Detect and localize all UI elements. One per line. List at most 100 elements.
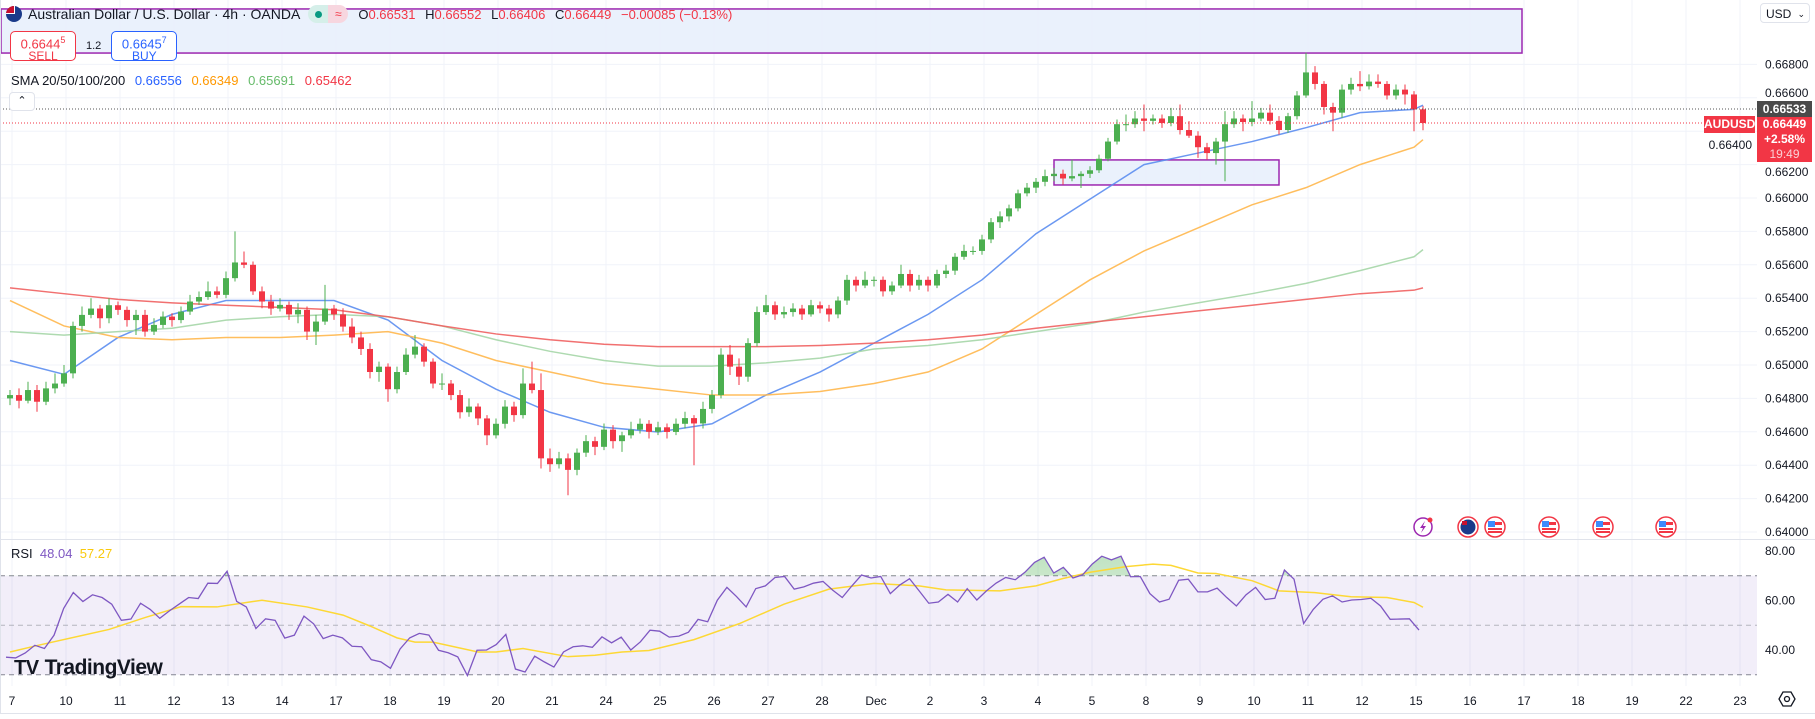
x-tick-label: 8 <box>1143 694 1150 708</box>
candle-body <box>367 348 373 373</box>
candle-body <box>889 285 895 292</box>
high-value: 0.66552 <box>434 6 482 22</box>
candle-body <box>403 354 409 373</box>
x-tick-label: 13 <box>221 694 235 708</box>
candle <box>376 361 382 382</box>
y-tick-label: 0.66400 <box>1709 138 1753 152</box>
sma-lines <box>9 104 1424 433</box>
candle-body <box>142 314 148 332</box>
candle-body <box>763 305 769 313</box>
event-markers[interactable] <box>1413 516 1677 538</box>
market-status[interactable]: ≈ <box>308 5 349 23</box>
rectangle-drawings[interactable] <box>0 8 1523 186</box>
candle-body <box>916 279 922 286</box>
candle <box>106 298 112 324</box>
candle-body <box>1393 89 1399 96</box>
candle-body <box>610 429 616 442</box>
candle-body <box>7 395 13 399</box>
chevron-up-icon: ⌃ <box>17 95 27 107</box>
approx-wave-icon: ≈ <box>328 5 349 23</box>
candle <box>1015 189 1021 212</box>
candle <box>601 423 607 451</box>
symbol-title[interactable]: Australian Dollar / U.S. Dollar <box>28 6 211 22</box>
candle <box>7 390 13 406</box>
candle-body <box>1006 208 1012 217</box>
rsi-legend[interactable]: RSI 48.04 57.27 <box>11 546 112 561</box>
candle <box>1105 137 1111 162</box>
candle-body <box>295 309 301 315</box>
candle <box>727 344 733 376</box>
candle-body <box>1096 158 1102 171</box>
candle <box>1060 169 1066 185</box>
candle <box>1321 81 1327 115</box>
candle <box>565 453 571 496</box>
candle <box>196 291 202 305</box>
x-tick-label: 11 <box>1302 694 1315 708</box>
candle-body <box>1069 176 1075 179</box>
us-flag-icon[interactable] <box>1538 516 1560 538</box>
ohlc-values: O0.66531 H0.66552 L0.66406 C0.66449 −0.0… <box>358 6 733 22</box>
x-tick-label: 28 <box>815 694 829 708</box>
candle-body <box>115 305 121 310</box>
candle-body <box>1033 181 1039 188</box>
x-tick-label: 11 <box>114 694 127 708</box>
x-tick-label: 23 <box>1733 694 1747 708</box>
candle <box>502 400 508 429</box>
candle <box>1411 91 1417 132</box>
previous-close-label: 0.66533 <box>1757 101 1812 117</box>
candle <box>241 251 247 269</box>
sma-legend[interactable]: SMA 20/50/100/200 0.66556 0.66349 0.6569… <box>11 73 358 88</box>
candle <box>457 390 463 419</box>
candle-body <box>655 427 661 432</box>
price-lines <box>0 108 1757 124</box>
sell-button[interactable]: 0.66445 SELL <box>10 31 76 63</box>
candle <box>1267 104 1273 125</box>
us-flag-icon[interactable] <box>1484 516 1506 538</box>
logo-text: TradingView <box>44 656 163 679</box>
candle-body <box>1060 173 1066 179</box>
candle <box>718 348 724 399</box>
candle-body <box>16 395 22 401</box>
candle-body <box>1267 112 1273 121</box>
symbol-label: AUDUSD <box>1704 116 1756 133</box>
buy-button[interactable]: 0.66457 BUY <box>111 31 178 63</box>
candle <box>1393 84 1399 100</box>
candle-body <box>259 291 265 302</box>
candle-body <box>88 308 94 315</box>
candle <box>1276 116 1282 135</box>
candle-body <box>340 314 346 327</box>
candle-body <box>952 256 958 271</box>
tradingview-logo-icon: TV <box>14 656 39 679</box>
candle <box>412 334 418 359</box>
candle-body <box>1420 109 1426 124</box>
x-tick-label: 12 <box>167 694 181 708</box>
us-flag-icon[interactable] <box>1592 516 1614 538</box>
tradingview-logo[interactable]: TV TradingView <box>14 656 163 680</box>
australia-flag-icon[interactable] <box>1457 516 1479 538</box>
candle-body <box>1213 141 1219 154</box>
candle-body <box>124 309 130 321</box>
candle-body <box>682 418 688 424</box>
candle-body <box>250 264 256 292</box>
x-tick-label: 16 <box>1463 694 1477 708</box>
candle-body <box>1105 141 1111 159</box>
candle-body <box>268 301 274 309</box>
candle <box>304 306 310 340</box>
collapse-legend-button[interactable]: ⌃ <box>9 92 35 111</box>
candle <box>25 381 31 404</box>
candle-body <box>493 423 499 436</box>
candle <box>952 253 958 275</box>
us-flag-icon[interactable] <box>1655 516 1677 538</box>
currency-selector[interactable]: USD ⌄ <box>1760 3 1810 23</box>
lightning-icon[interactable] <box>1413 517 1433 537</box>
interval-label[interactable]: 4h <box>222 6 239 22</box>
candle <box>97 304 103 329</box>
candle-body <box>1114 124 1120 142</box>
settings-gear-icon[interactable] <box>1778 690 1796 708</box>
candle-body <box>1375 81 1381 84</box>
candle-body <box>1222 124 1228 142</box>
candle-body <box>1168 116 1174 124</box>
y-tick-label: 0.65000 <box>1765 358 1809 372</box>
sma200-value: 0.65462 <box>304 73 352 88</box>
